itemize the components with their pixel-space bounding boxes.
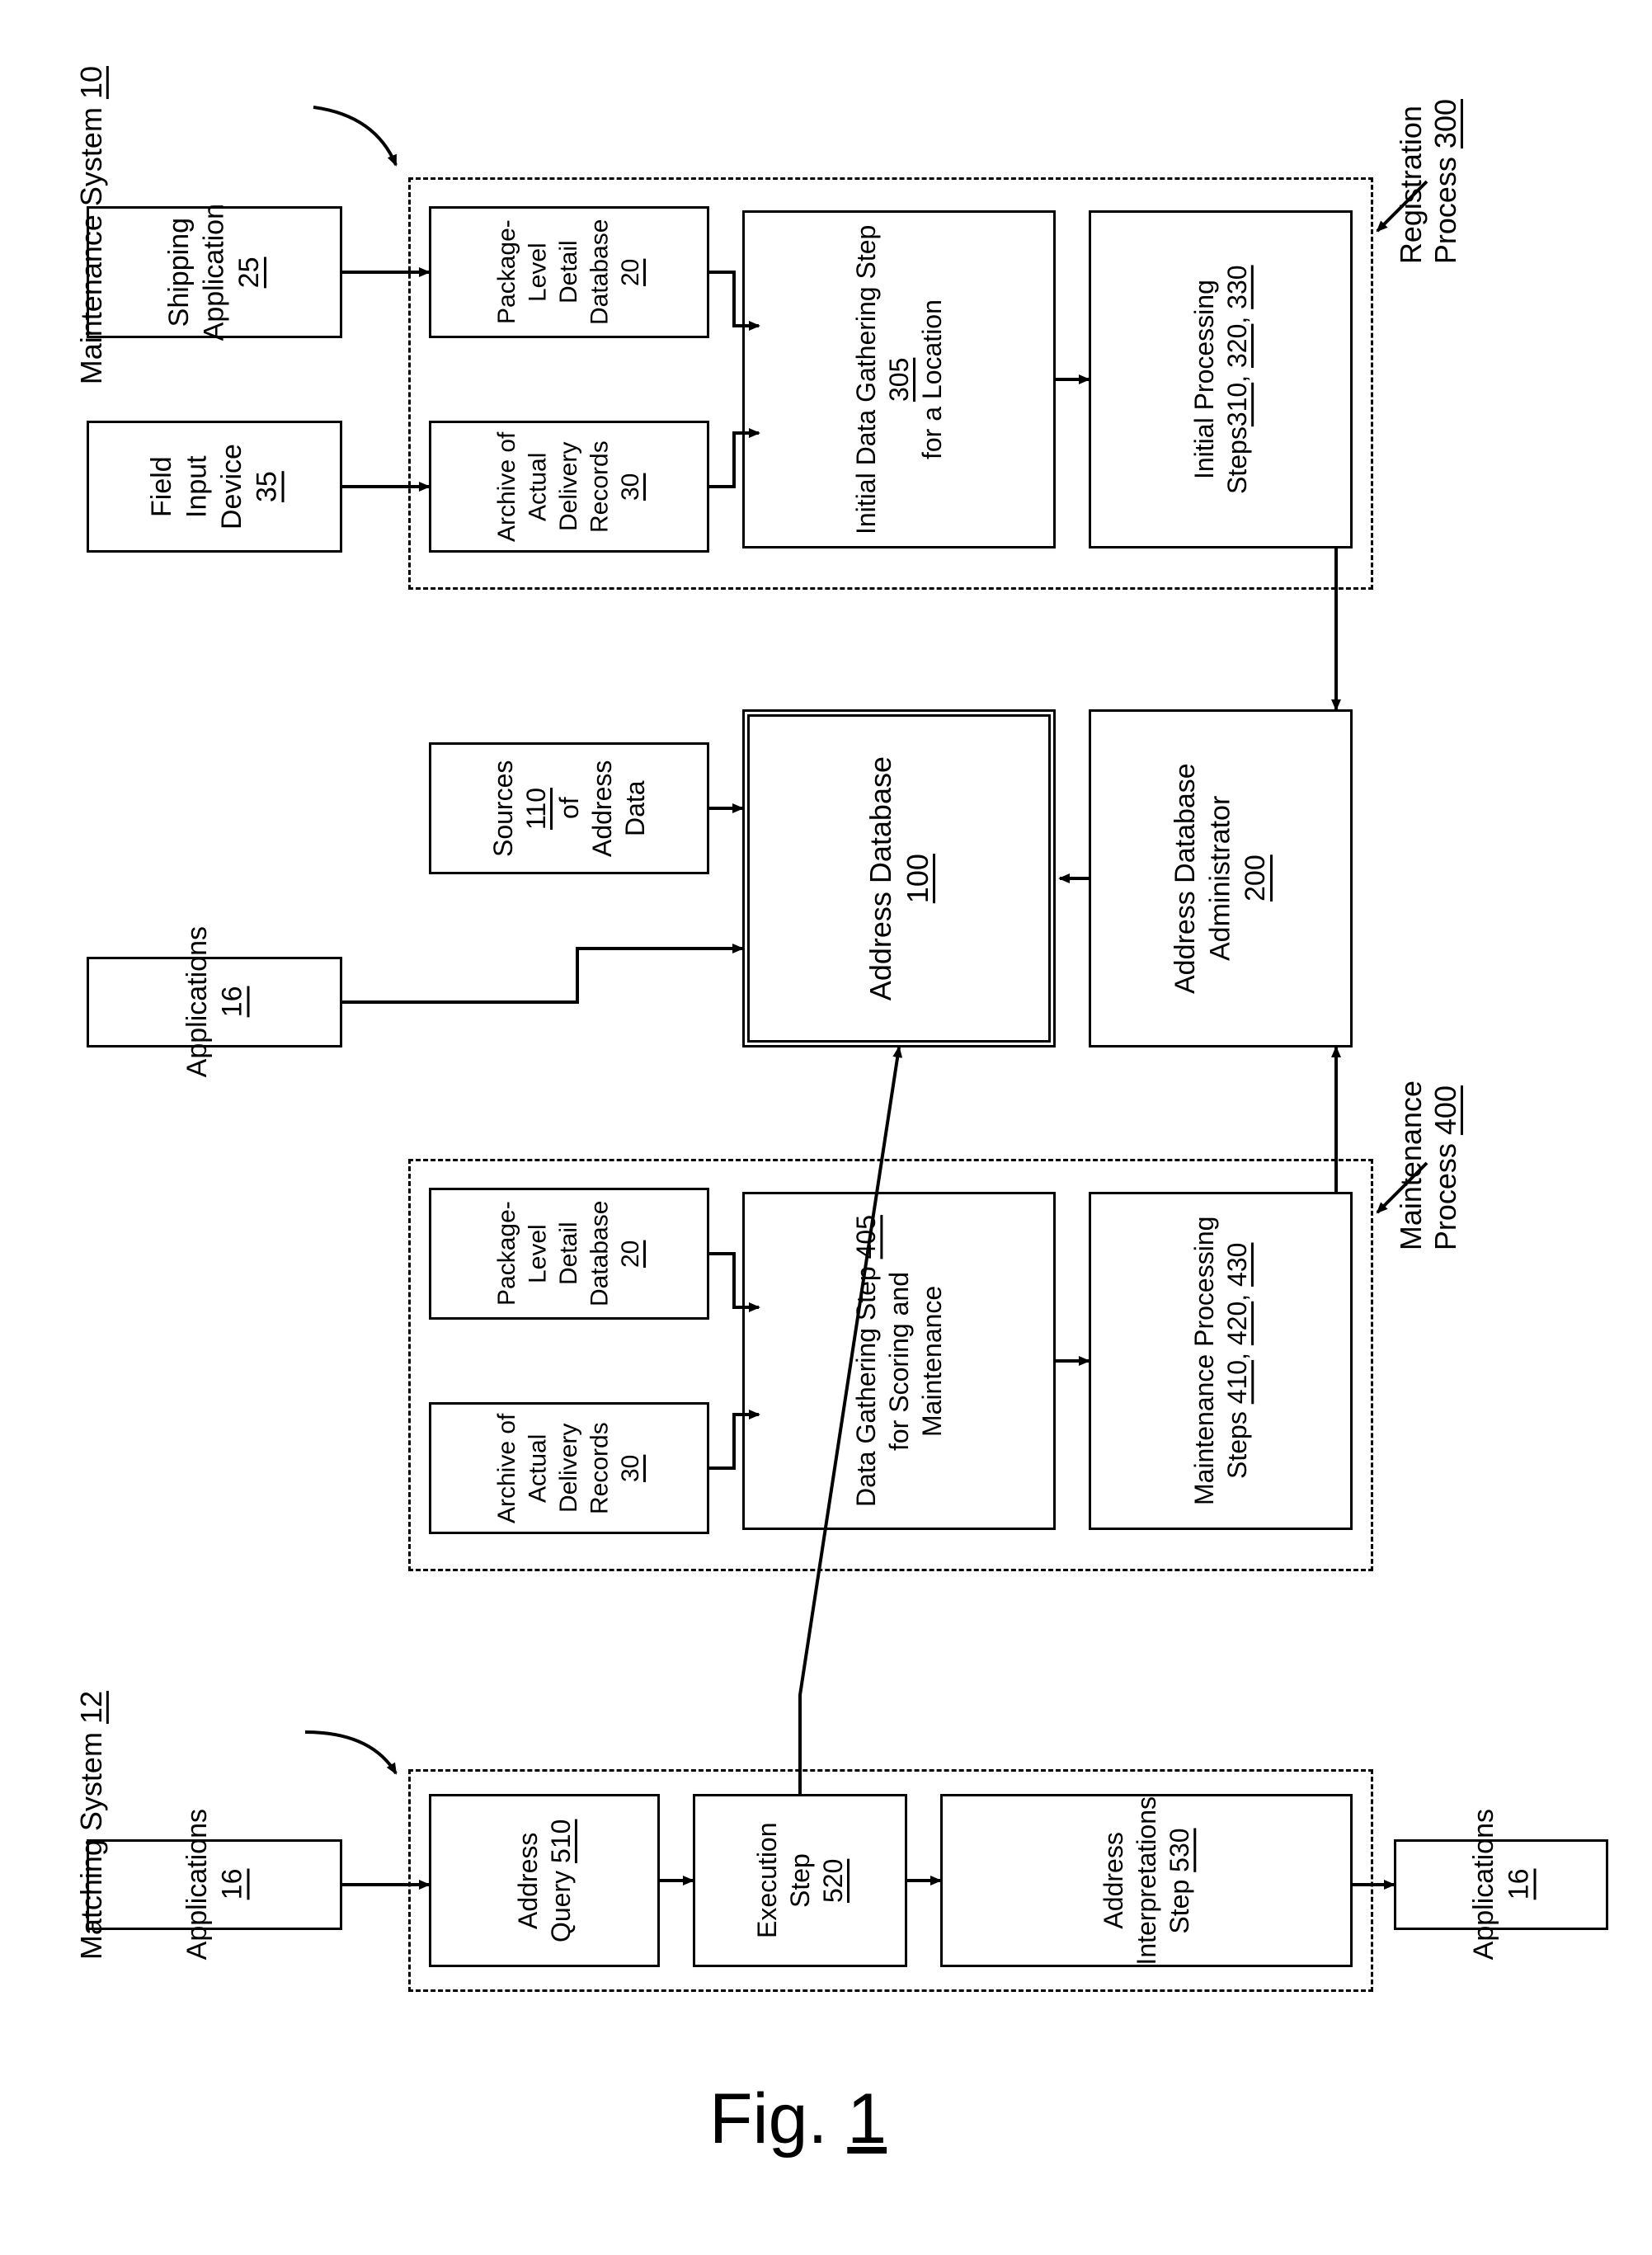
label-match-sys: Matching System 12: [74, 1691, 109, 1960]
box-apps_mid-text: Applications 16: [180, 926, 250, 1077]
box-ship_app-text: ShippingApplication 25: [162, 204, 267, 341]
box-apps_bot2-text: Applications 16: [1466, 1809, 1537, 1960]
box-arch_bot: Archive of ActualDelivery Records 30: [429, 1402, 709, 1534]
box-addr_admin-text: Address Database Administrator200: [1168, 718, 1273, 1038]
p-match-sys: [305, 1732, 396, 1773]
box-data_gather-text: Data Gathering Step 405 for Scoring and …: [850, 1201, 948, 1521]
diagram-stage: ShippingApplication 25 Field InputDevice …: [0, 0, 1652, 2255]
box-addr_src: Sources 110 of Address Data: [429, 742, 709, 874]
figure-caption: Fig. 1: [709, 2078, 887, 2160]
box-arch_top: Archive of ActualDelivery Records 30: [429, 421, 709, 553]
box-pld_bot-text: Package-Level DetailDatabase 20: [492, 1197, 647, 1311]
box-apps_bot1: Applications 16: [87, 1839, 342, 1930]
box-apps_mid: Applications 16: [87, 957, 342, 1047]
box-init_gather: Initial Data Gathering Step 305 for a Lo…: [742, 210, 1056, 548]
box-pld_top: Package-Level DetailDatabase 20: [429, 206, 709, 338]
box-pld_top-text: Package-Level DetailDatabase 20: [492, 215, 647, 329]
box-apps_bot1-text: Applications 16: [180, 1809, 250, 1960]
p-maint-sys: [313, 107, 396, 165]
box-pld_bot: Package-Level DetailDatabase 20: [429, 1188, 709, 1320]
box-addr_interp: Address Interpretations Step 530: [940, 1794, 1353, 1967]
box-addr_admin: Address Database Administrator200: [1089, 709, 1353, 1047]
label-reg-proc: RegistrationProcess 300: [1394, 99, 1463, 264]
box-data_gather: Data Gathering Step 405 for Scoring and …: [742, 1192, 1056, 1530]
box-addr_src-text: Sources 110 of Address Data: [487, 751, 652, 865]
box-addr_db: Address Database100: [742, 709, 1056, 1047]
box-arch_bot-text: Archive of ActualDelivery Records 30: [492, 1411, 647, 1525]
box-addr_db-text: Address Database100: [862, 756, 936, 1000]
box-addr_query-text: Address Query 510: [511, 1803, 577, 1958]
box-apps_bot2: Applications 16: [1394, 1839, 1608, 1930]
box-addr_query: Address Query 510: [429, 1794, 660, 1967]
box-maint_steps-text: Maintenance Processing Steps 410, 420, 4…: [1188, 1201, 1254, 1521]
box-field_dev-text: Field InputDevice 35: [144, 430, 285, 544]
box-field_dev: Field InputDevice 35: [87, 421, 342, 553]
box-ship_app: ShippingApplication 25: [87, 206, 342, 338]
box-exec_step-text: Execution Step520: [751, 1803, 850, 1958]
box-init_steps-text: Initial Processing Steps310, 320, 330: [1188, 219, 1254, 539]
box-init_gather-text: Initial Data Gathering Step 305 for a Lo…: [850, 219, 948, 539]
box-init_steps: Initial Processing Steps310, 320, 330: [1089, 210, 1353, 548]
box-exec_step: Execution Step520: [693, 1794, 907, 1967]
label-maint-sys: Maintenance System 10: [74, 66, 109, 384]
label-maint-proc: MaintenanceProcess 400: [1394, 1080, 1463, 1250]
box-addr_interp-text: Address Interpretations Step 530: [1097, 1796, 1196, 1965]
box-maint_steps: Maintenance Processing Steps 410, 420, 4…: [1089, 1192, 1353, 1530]
box-arch_top-text: Archive of ActualDelivery Records 30: [492, 430, 647, 544]
